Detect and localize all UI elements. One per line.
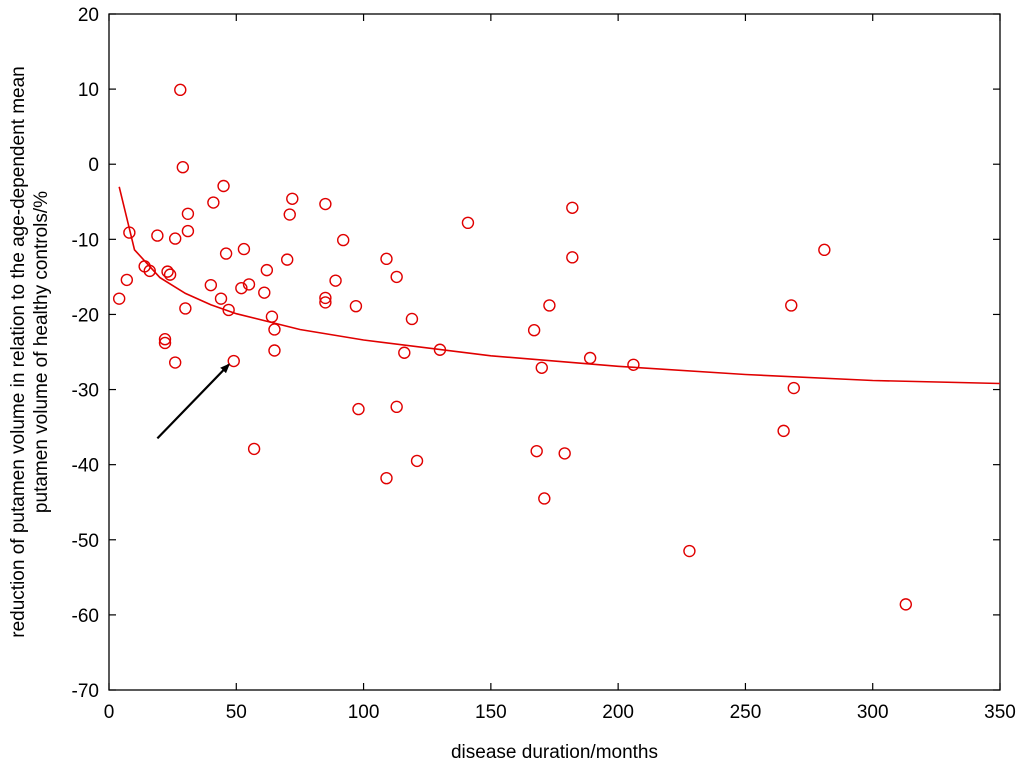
data-point xyxy=(319,296,332,309)
data-point xyxy=(319,197,332,211)
data-point xyxy=(258,286,271,299)
annotation-layer xyxy=(156,363,231,440)
data-point xyxy=(151,229,164,242)
y-tick-label: -70 xyxy=(72,681,99,702)
y-tick-label: -30 xyxy=(72,381,99,402)
y-tick-label: 20 xyxy=(78,5,99,26)
data-point xyxy=(242,278,256,291)
y-axis-label-group: reduction of putamen volume in relation … xyxy=(8,66,52,637)
y-tick-label: 0 xyxy=(88,155,99,176)
data-point xyxy=(410,454,424,468)
x-tick-label: 300 xyxy=(857,702,889,723)
x-tick-label: 150 xyxy=(475,702,507,723)
y-tick-label: -20 xyxy=(72,305,99,326)
data-point xyxy=(530,444,543,458)
data-point xyxy=(112,292,126,305)
data-point xyxy=(120,273,134,287)
data-point xyxy=(349,299,363,313)
data-point xyxy=(535,361,548,374)
data-point xyxy=(219,247,233,260)
data-point xyxy=(283,208,296,221)
data-point xyxy=(179,302,192,315)
data-point xyxy=(181,224,195,238)
data-point xyxy=(337,233,350,247)
data-point xyxy=(286,192,299,205)
y-tick-label: -40 xyxy=(72,456,99,477)
data-point xyxy=(268,344,281,357)
data-point xyxy=(566,201,579,214)
data-point xyxy=(176,161,190,174)
data-point xyxy=(265,310,279,323)
data-point xyxy=(566,251,579,264)
data-points-layer xyxy=(112,83,913,611)
annotation-arrow xyxy=(156,363,231,440)
data-point xyxy=(461,216,475,230)
data-point xyxy=(787,381,800,395)
data-point xyxy=(247,442,261,456)
data-point xyxy=(380,471,393,485)
data-point xyxy=(899,598,913,611)
data-point xyxy=(158,333,172,346)
data-point xyxy=(329,274,342,287)
y-tick-label: -60 xyxy=(72,606,99,627)
x-tick-label: 50 xyxy=(226,702,247,723)
data-point xyxy=(398,346,411,359)
data-point xyxy=(390,400,403,414)
y-axis-label-line-1: reduction of putamen volume in relation … xyxy=(8,66,29,637)
x-tick-label: 250 xyxy=(730,702,762,723)
data-point xyxy=(235,281,248,295)
data-point xyxy=(181,207,195,220)
data-point xyxy=(527,324,541,337)
x-tick-label: 0 xyxy=(104,702,115,723)
plot-area xyxy=(108,13,1001,691)
x-tick-label: 200 xyxy=(602,702,634,723)
data-point xyxy=(123,226,136,239)
data-point xyxy=(777,424,790,438)
x-axis-ticks: 0 50 100 150 200 250 300 350 xyxy=(104,14,1016,723)
x-axis-label: disease duration/months xyxy=(451,742,658,763)
data-point xyxy=(217,179,230,193)
data-point xyxy=(204,278,218,292)
data-point xyxy=(174,83,187,97)
data-point xyxy=(433,343,447,356)
data-point xyxy=(214,292,228,305)
data-point xyxy=(583,351,597,365)
data-point xyxy=(168,356,182,369)
data-point xyxy=(627,358,640,371)
data-point xyxy=(163,268,177,281)
data-point xyxy=(818,243,831,257)
data-point xyxy=(405,312,419,326)
data-point xyxy=(158,336,172,350)
data-point xyxy=(207,196,220,209)
y-tick-label: -50 xyxy=(72,531,99,552)
data-point xyxy=(390,270,403,284)
data-point xyxy=(319,291,332,305)
y-tick-label: 10 xyxy=(78,80,99,101)
data-point xyxy=(543,299,556,312)
data-point xyxy=(538,492,551,505)
data-point xyxy=(260,263,274,277)
data-point xyxy=(237,242,251,256)
data-point xyxy=(558,447,571,460)
y-tick-label: -10 xyxy=(72,230,99,251)
x-tick-label: 350 xyxy=(984,702,1016,723)
y-axis-ticks: 20 10 0 -10 -20 -30 -40 -50 -60 -70 xyxy=(72,5,1000,702)
data-point xyxy=(268,323,281,336)
fit-curve-layer xyxy=(118,186,1001,385)
data-point xyxy=(161,265,174,278)
data-point xyxy=(227,354,240,368)
y-axis-label-line-2: putamen volume of healthy controls/% xyxy=(31,191,52,513)
data-point xyxy=(168,232,182,245)
data-point xyxy=(143,264,156,278)
data-point xyxy=(222,303,235,317)
fit-curve xyxy=(118,186,1001,385)
data-point xyxy=(281,253,294,266)
data-point xyxy=(785,299,798,312)
x-tick-label: 100 xyxy=(348,702,380,723)
data-point xyxy=(352,402,365,416)
data-point xyxy=(683,544,696,558)
data-point xyxy=(380,252,393,266)
